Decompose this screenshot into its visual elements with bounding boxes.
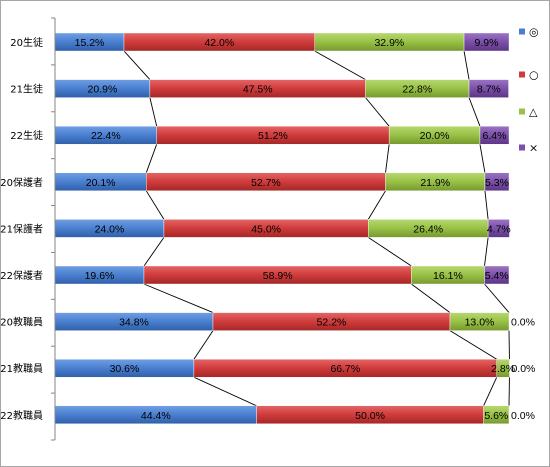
data-label: 47.5%	[243, 84, 273, 96]
data-label: 20.1%	[86, 177, 116, 189]
data-label: 22.8%	[402, 84, 432, 96]
legend-swatch	[519, 71, 525, 78]
series-lines	[123, 50, 510, 407]
data-label: 52.2%	[317, 317, 347, 329]
data-labels: 15.2% 42.0% 32.9% 9.9% 20.9% 47.5% 22.8% 8.7% 22…	[75, 37, 536, 422]
data-label: 45.0%	[251, 223, 281, 235]
data-label: 32.9%	[374, 37, 404, 49]
data-label: 42.0%	[204, 37, 234, 49]
bar-segment	[449, 312, 510, 331]
series-line	[484, 190, 489, 220]
data-label: 9.9%	[475, 37, 499, 49]
series-line	[449, 330, 497, 360]
legend-label: ×	[529, 142, 538, 155]
series-line	[123, 50, 151, 80]
category-label: 22教職員	[0, 409, 43, 422]
series-line	[411, 283, 451, 313]
data-label: 5.3%	[485, 177, 509, 189]
legend-swatch	[519, 28, 525, 35]
data-label: 30.6%	[110, 363, 140, 375]
data-label: 58.9%	[263, 270, 293, 282]
bar-segment	[487, 219, 510, 238]
category-label: 21保護者	[0, 222, 43, 235]
data-label: 50.0%	[355, 410, 385, 422]
series-line	[468, 97, 481, 127]
series-line	[385, 144, 390, 173]
data-label: 52.7%	[251, 177, 281, 189]
data-label: 24.0%	[95, 223, 125, 235]
legend-swatch	[519, 144, 525, 151]
series-line	[143, 237, 165, 267]
data-label: 2.8%	[491, 363, 515, 375]
legend-swatch	[519, 108, 525, 115]
series-line	[145, 144, 158, 173]
category-label: 20生徒	[10, 36, 43, 49]
bars	[54, 32, 510, 424]
legend-label: ◎	[529, 26, 539, 39]
category-label: 21生徒	[10, 83, 43, 96]
data-label: 34.8%	[119, 317, 149, 329]
data-label: 21.9%	[420, 177, 450, 189]
category-label: 22保護者	[0, 269, 43, 282]
category-label: 21教職員	[0, 362, 43, 375]
series-line	[463, 50, 470, 80]
series-line	[314, 50, 366, 80]
series-line	[143, 283, 214, 314]
data-label: 16.1%	[433, 270, 463, 282]
category-label: 20教職員	[0, 316, 43, 329]
data-label: 0.0%	[511, 317, 535, 329]
series-line	[367, 190, 386, 220]
series-line	[149, 97, 158, 127]
legend: ◎ ○ △ ×	[519, 26, 539, 155]
series-line	[368, 237, 412, 267]
series-line	[365, 97, 390, 127]
bar-segment	[484, 172, 510, 192]
data-label: 5.4%	[485, 270, 509, 282]
series-line	[484, 237, 489, 267]
series-line	[193, 376, 257, 407]
data-label: 66.7%	[330, 363, 360, 375]
data-label: 26.4%	[413, 223, 443, 235]
data-label: 4.7%	[487, 223, 511, 235]
data-label: 8.7%	[477, 84, 501, 96]
data-label: 22.4%	[91, 130, 121, 142]
bar-segment	[483, 405, 510, 424]
data-label: 13.0%	[465, 317, 495, 329]
data-label: 51.2%	[258, 130, 288, 142]
bar-segment	[496, 359, 510, 378]
bar-segment	[468, 79, 509, 98]
legend-label: △	[529, 106, 538, 119]
category-label: 20保護者	[0, 176, 43, 189]
series-line	[479, 144, 486, 173]
series-line	[483, 377, 498, 406]
series-line	[193, 330, 214, 360]
data-label: 44.4%	[141, 410, 171, 422]
bar-segment	[479, 125, 510, 145]
data-label: 15.2%	[75, 37, 105, 49]
bar-segment	[463, 32, 510, 52]
data-label: 19.6%	[85, 270, 115, 282]
data-label: 0.0%	[511, 363, 535, 375]
data-label: 20.0%	[420, 130, 450, 142]
data-label: 20.9%	[88, 84, 118, 96]
series-line	[484, 283, 510, 313]
data-label: 6.4%	[483, 130, 507, 142]
series-line	[145, 190, 165, 220]
bar-segment	[484, 265, 510, 285]
category-label: 22生徒	[10, 129, 43, 142]
category-axis: 20生徒 21生徒 22生徒 20保護者 21保護者 22保護者 20教職員 21教職員 22教…	[0, 17, 56, 441]
data-label: 5.6%	[484, 410, 508, 422]
legend-label: ○	[529, 69, 539, 82]
data-label: 0.0%	[511, 410, 535, 422]
